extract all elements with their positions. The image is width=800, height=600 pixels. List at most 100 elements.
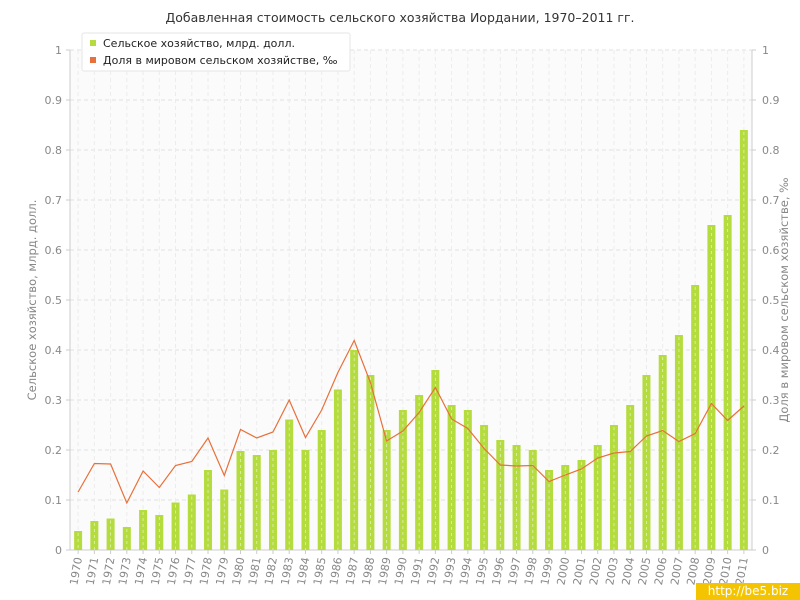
legend-swatch-bar: [90, 40, 96, 46]
bar: [674, 335, 683, 550]
x-tick-label: 1994: [457, 556, 475, 586]
x-axis: 1970197119721973197419751976197719781979…: [67, 550, 751, 586]
legend[interactable]: Сельское хозяйство, млрд. долл. Доля в м…: [81, 32, 351, 72]
bar: [447, 405, 456, 550]
x-tick-label: 2009: [701, 556, 719, 586]
bar: [317, 430, 326, 550]
x-tick-label: 1973: [116, 556, 134, 586]
x-tick-label: 1998: [522, 556, 540, 586]
x-tick-label: 1987: [343, 556, 361, 586]
x-tick-label: 1978: [197, 556, 215, 586]
x-tick-label: 1996: [490, 556, 508, 586]
y-tick-label: 0: [762, 544, 769, 557]
chart-title: Добавленная стоимость сельского хозяйств…: [165, 10, 634, 25]
x-tick-label: 2008: [684, 556, 702, 586]
legend-swatch-line: [90, 57, 96, 63]
series-line: [77, 339, 745, 505]
bar: [658, 355, 667, 550]
y-tick-label: 0.9: [762, 94, 780, 107]
bar: [171, 502, 180, 550]
y-tick-label: 1: [762, 44, 769, 57]
y-tick-label: 0.3: [762, 394, 780, 407]
x-tick-label: 1985: [311, 556, 329, 586]
x-tick-label: 1992: [425, 556, 443, 586]
y-tick-label: 0.1: [762, 494, 780, 507]
x-tick-label: 1980: [230, 556, 248, 586]
y-tick-label: 0.3: [45, 394, 63, 407]
x-tick-label: 2003: [603, 556, 621, 586]
x-tick-label: 1997: [506, 556, 524, 586]
bar: [382, 430, 391, 550]
bar: [739, 130, 748, 550]
bar: [236, 451, 245, 550]
x-tick-label: 1974: [132, 556, 150, 586]
x-tick-label: 1971: [84, 556, 102, 586]
y-axis-right-label: Доля в мировом сельском хозяйстве, ‰: [777, 177, 791, 422]
bar: [155, 515, 164, 550]
y-tick-label: 0.5: [762, 294, 780, 307]
y-tick-label: 0.1: [45, 494, 63, 507]
y-tick-label: 0.8: [762, 144, 780, 157]
x-tick-label: 2010: [717, 556, 735, 586]
y-axis-left-label: Сельское хозяйство, млрд. долл.: [25, 200, 39, 401]
x-tick-label: 2001: [571, 556, 589, 586]
x-tick-label: 2004: [620, 556, 638, 586]
bar: [220, 489, 229, 550]
x-tick-label: 1982: [262, 556, 280, 586]
y-tick-label: 0.4: [45, 344, 63, 357]
watermark-link[interactable]: http://be5.biz: [696, 583, 800, 600]
y-tick-label: 0.7: [762, 194, 780, 207]
x-tick-label: 2000: [555, 556, 573, 586]
x-tick-label: 1979: [214, 556, 232, 586]
y-tick-label: 0.6: [45, 244, 63, 257]
x-tick-label: 2002: [587, 556, 605, 586]
x-tick-label: 1999: [538, 556, 556, 586]
y-tick-label: 0.8: [45, 144, 63, 157]
y-tick-label: 1: [55, 44, 62, 57]
legend-item-line[interactable]: Доля в мировом сельском хозяйстве, ‰: [103, 54, 338, 67]
x-tick-label: 1989: [376, 556, 394, 586]
bar: [285, 419, 294, 550]
x-tick-label: 1990: [392, 556, 410, 586]
line-series: [77, 339, 745, 505]
y-axis-left: 0 0.1 0.2 0.3 0.4 0.5 0.6 0.7 0.8 0.9 1: [45, 44, 71, 557]
x-tick-label: 1991: [408, 556, 426, 586]
x-tick-label: 1977: [181, 556, 199, 586]
y-tick-label: 0.7: [45, 194, 63, 207]
bar: [431, 370, 440, 550]
y-tick-label: 0: [55, 544, 62, 557]
x-tick-label: 1983: [279, 556, 297, 586]
x-tick-label: 1995: [473, 556, 491, 586]
bar: [122, 527, 131, 550]
legend-item-bar[interactable]: Сельское хозяйство, млрд. долл.: [103, 37, 295, 50]
x-tick-label: 1986: [327, 556, 345, 586]
x-tick-label: 2011: [733, 556, 751, 586]
x-tick-label: 1970: [67, 556, 85, 586]
legend-box: [81, 32, 351, 72]
x-tick-label: 1981: [246, 556, 264, 586]
bar: [723, 215, 732, 550]
y-axis-right: 0 0.1 0.2 0.3 0.4 0.5 0.6 0.7 0.8 0.9 1: [751, 44, 780, 557]
bar: [252, 455, 261, 550]
bar: [707, 225, 716, 550]
bar: [691, 285, 700, 550]
x-tick-label: 1975: [149, 556, 167, 586]
x-tick-label: 2007: [668, 556, 686, 586]
y-tick-label: 0.9: [45, 94, 63, 107]
bar: [415, 395, 424, 550]
y-tick-label: 0.6: [762, 244, 780, 257]
bar: [496, 440, 505, 550]
x-tick-label: 2006: [652, 556, 670, 586]
y-tick-label: 0.5: [45, 294, 63, 307]
x-tick-label: 1988: [360, 556, 378, 586]
x-tick-label: 1976: [165, 556, 183, 586]
bar: [561, 465, 570, 550]
y-tick-label: 0.4: [762, 344, 780, 357]
bar-series: [74, 130, 748, 550]
x-tick-label: 1984: [295, 556, 313, 586]
x-tick-label: 2005: [636, 556, 654, 586]
bar: [626, 405, 635, 550]
x-tick-label: 1993: [441, 556, 459, 586]
x-tick-label: 1972: [100, 556, 118, 586]
